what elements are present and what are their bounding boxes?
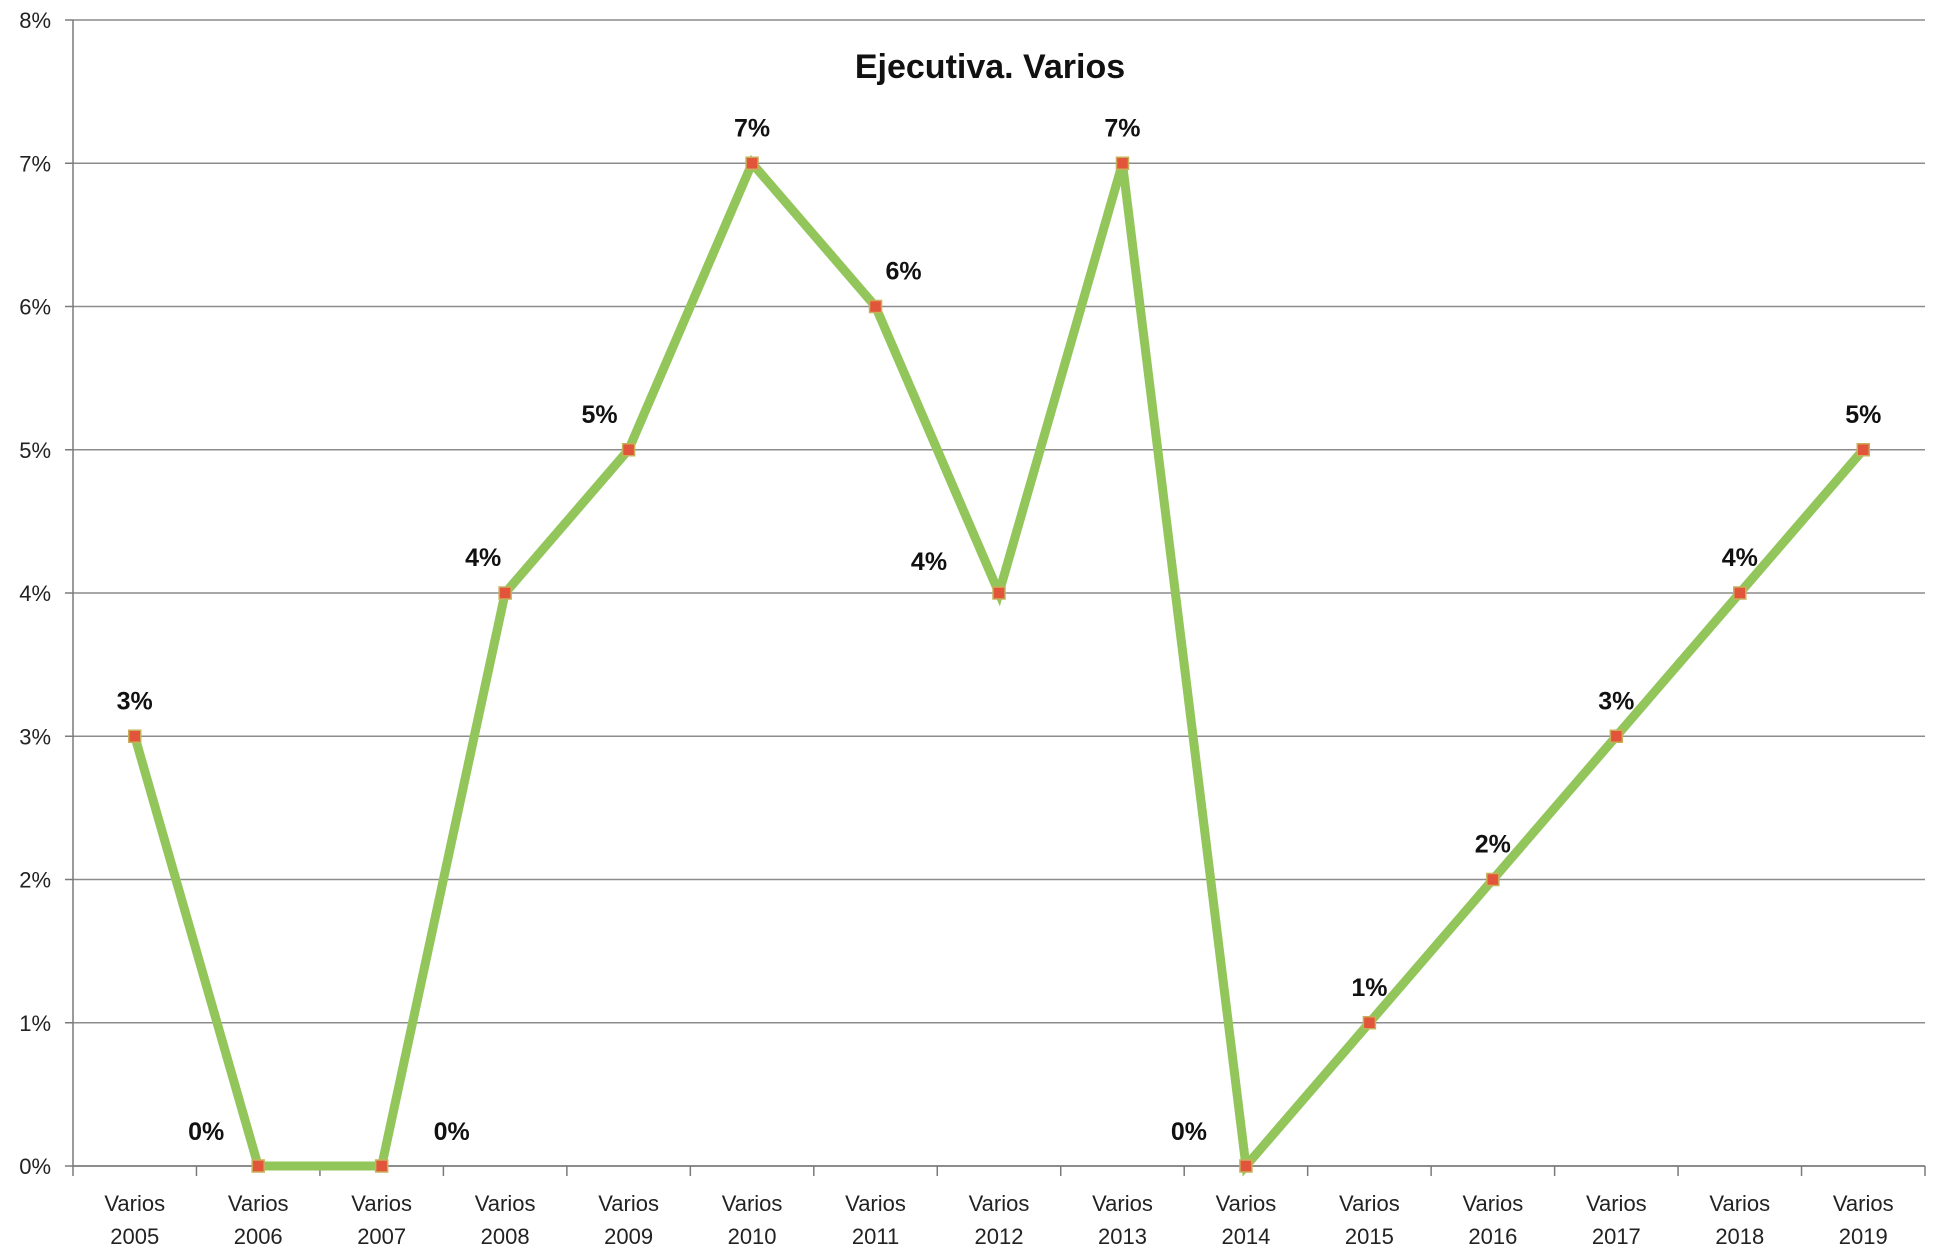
y-tick-label: 6%: [19, 295, 51, 320]
x-tick-label-line: 2007: [357, 1224, 406, 1249]
data-point-marker: [251, 1159, 265, 1173]
data-point-marker: [1362, 1016, 1377, 1030]
y-tick-label: 5%: [19, 438, 51, 463]
data-label: 5%: [582, 401, 618, 429]
x-tick-label: Varios 2012: [969, 1191, 1030, 1249]
x-tick-label: Varios 2005: [104, 1191, 165, 1249]
x-tick-label-line: 2005: [110, 1224, 159, 1249]
y-tick-label: 8%: [19, 8, 51, 33]
data-point-marker: [745, 156, 759, 170]
series-line-path: [130, 154, 1867, 1177]
x-tick-label-line: Varios: [228, 1191, 289, 1216]
x-tick-label-line: Varios: [1833, 1191, 1894, 1216]
x-tick-label-line: 2018: [1715, 1224, 1764, 1249]
x-tick-label-line: 2008: [481, 1224, 530, 1249]
data-labels: 3% 0% 0% 4% 5% 7% 6% 4% 7% 0% 1% 2% 3% 4% 5%: [117, 114, 1882, 1146]
x-tick-label-line: 2013: [1098, 1224, 1147, 1249]
data-label: 7%: [1104, 114, 1140, 142]
data-label: 5%: [1845, 401, 1881, 429]
x-tick-label-line: 2019: [1839, 1224, 1888, 1249]
data-label: 3%: [1598, 687, 1634, 715]
x-tick-label: Varios 2010: [722, 1191, 783, 1249]
x-tick-label-line: Varios: [1709, 1191, 1770, 1216]
x-tick-label-line: Varios: [1339, 1191, 1400, 1216]
data-point-marker: [621, 443, 636, 457]
x-tick-label-line: 2006: [234, 1224, 283, 1249]
x-tick-label: Varios 2008: [475, 1191, 536, 1249]
x-tick-label-line: 2016: [1468, 1224, 1517, 1249]
x-tick-label-line: 2017: [1592, 1224, 1641, 1249]
data-label: 4%: [911, 548, 947, 576]
x-tick-label: Varios 2015: [1339, 1191, 1400, 1249]
x-tick-label: Varios 2013: [1092, 1191, 1153, 1249]
data-point-marker: [1486, 872, 1500, 887]
x-tick-label-line: Varios: [845, 1191, 906, 1216]
y-tick-label: 0%: [19, 1154, 51, 1179]
data-point-marker: [1239, 1159, 1253, 1173]
data-label: 1%: [1351, 974, 1387, 1002]
x-tick-label-line: Varios: [1462, 1191, 1523, 1216]
data-point-marker: [1856, 443, 1871, 457]
x-tick-label: Varios 2006: [228, 1191, 289, 1249]
data-point-marker: [374, 1159, 389, 1173]
x-tick-label: Varios 2007: [351, 1191, 412, 1249]
data-point-marker: [127, 729, 142, 743]
x-tick-label-line: Varios: [598, 1191, 659, 1216]
x-tick-label-line: Varios: [1586, 1191, 1647, 1216]
x-tick-label-line: 2014: [1221, 1224, 1270, 1249]
x-tick-label-line: Varios: [1216, 1191, 1277, 1216]
x-tick-label-line: Varios: [969, 1191, 1030, 1216]
data-point-marker: [1733, 586, 1747, 600]
y-tick-label: 7%: [19, 151, 51, 176]
x-tick-label: Varios 2009: [598, 1191, 659, 1249]
data-label: 0%: [188, 1118, 224, 1146]
x-tick-label-line: 2009: [604, 1224, 653, 1249]
chart-title: Ejecutiva. Varios: [855, 48, 1125, 86]
y-tick-label: 3%: [19, 724, 51, 749]
x-tick-label: Varios 2019: [1833, 1191, 1894, 1249]
x-tick-label-line: Varios: [104, 1191, 165, 1216]
x-tick-label-line: 2011: [852, 1224, 899, 1249]
data-point-marker: [868, 299, 883, 314]
x-tick-label: Varios 2011: [845, 1191, 906, 1249]
y-tick-label: 1%: [19, 1011, 51, 1036]
data-label: 3%: [117, 687, 153, 715]
data-point-marker: [992, 586, 1006, 600]
y-tick-labels: 0% 1% 2% 3% 4% 5% 6% 7% 8%: [19, 8, 51, 1179]
data-label: 7%: [734, 114, 770, 142]
x-tick-label-line: 2010: [728, 1224, 777, 1249]
x-tick-label-line: 2015: [1345, 1224, 1394, 1249]
data-label: 0%: [434, 1118, 470, 1146]
series-markers: [127, 156, 1871, 1173]
data-label: 2%: [1475, 831, 1511, 859]
x-tick-label: Varios 2014: [1216, 1191, 1277, 1249]
x-tick-label: Varios 2016: [1462, 1191, 1523, 1249]
y-tick-label: 2%: [19, 868, 51, 893]
x-tick-label-line: 2012: [975, 1224, 1024, 1249]
x-tick-label: Varios 2018: [1709, 1191, 1770, 1249]
data-point-marker: [1609, 729, 1624, 743]
x-tick-labels: Varios 2005 Varios 2006 Varios 2007 Varios 2008…: [104, 1191, 1893, 1249]
x-tick-label-line: Varios: [475, 1191, 536, 1216]
x-tick-label: Varios 2017: [1586, 1191, 1647, 1249]
data-point-marker: [498, 586, 512, 600]
series-line: [130, 154, 1867, 1177]
x-tick-label-line: Varios: [351, 1191, 412, 1216]
data-label: 4%: [1722, 544, 1758, 572]
data-label: 0%: [1171, 1118, 1207, 1146]
data-label: 4%: [465, 544, 501, 572]
x-tick-label-line: Varios: [1092, 1191, 1153, 1216]
y-tick-label: 4%: [19, 581, 51, 606]
data-label: 6%: [885, 258, 921, 286]
x-tick-label-line: Varios: [722, 1191, 783, 1216]
data-point-marker: [1115, 156, 1130, 170]
